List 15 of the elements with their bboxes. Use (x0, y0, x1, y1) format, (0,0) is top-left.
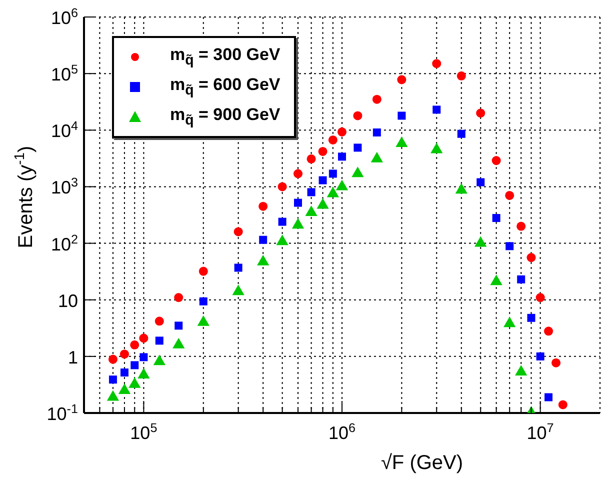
x-tick-label: 10$^{5}$ (130, 421, 158, 443)
y-tick-label: 10$^{3}$ (50, 176, 78, 198)
legend-label: m$_{q̃}$ = 300 GeV (170, 45, 280, 69)
y-tick-label: 10$^{6}$ (50, 6, 78, 28)
y-tick-label: 10$^{2}$ (50, 232, 78, 254)
y-tick-label: 10$^{4}$ (50, 119, 78, 142)
y-tick-label: 1 (68, 347, 78, 368)
x-tick-label: 10$^{7}$ (526, 421, 554, 443)
y-tick-label: 10 (58, 290, 78, 311)
y-tick-label: 10$^{5}$ (50, 62, 78, 85)
legend-label: m$_{q̃}$ = 900 GeV (170, 105, 280, 129)
x-tick-label: 10$^{6}$ (328, 421, 356, 443)
legend-label: m$_{q̃}$ = 600 GeV (170, 75, 280, 99)
y-tick-label: 10$^{-1}$ (46, 402, 78, 424)
x-axis-title: √F (GeV) (380, 452, 464, 474)
